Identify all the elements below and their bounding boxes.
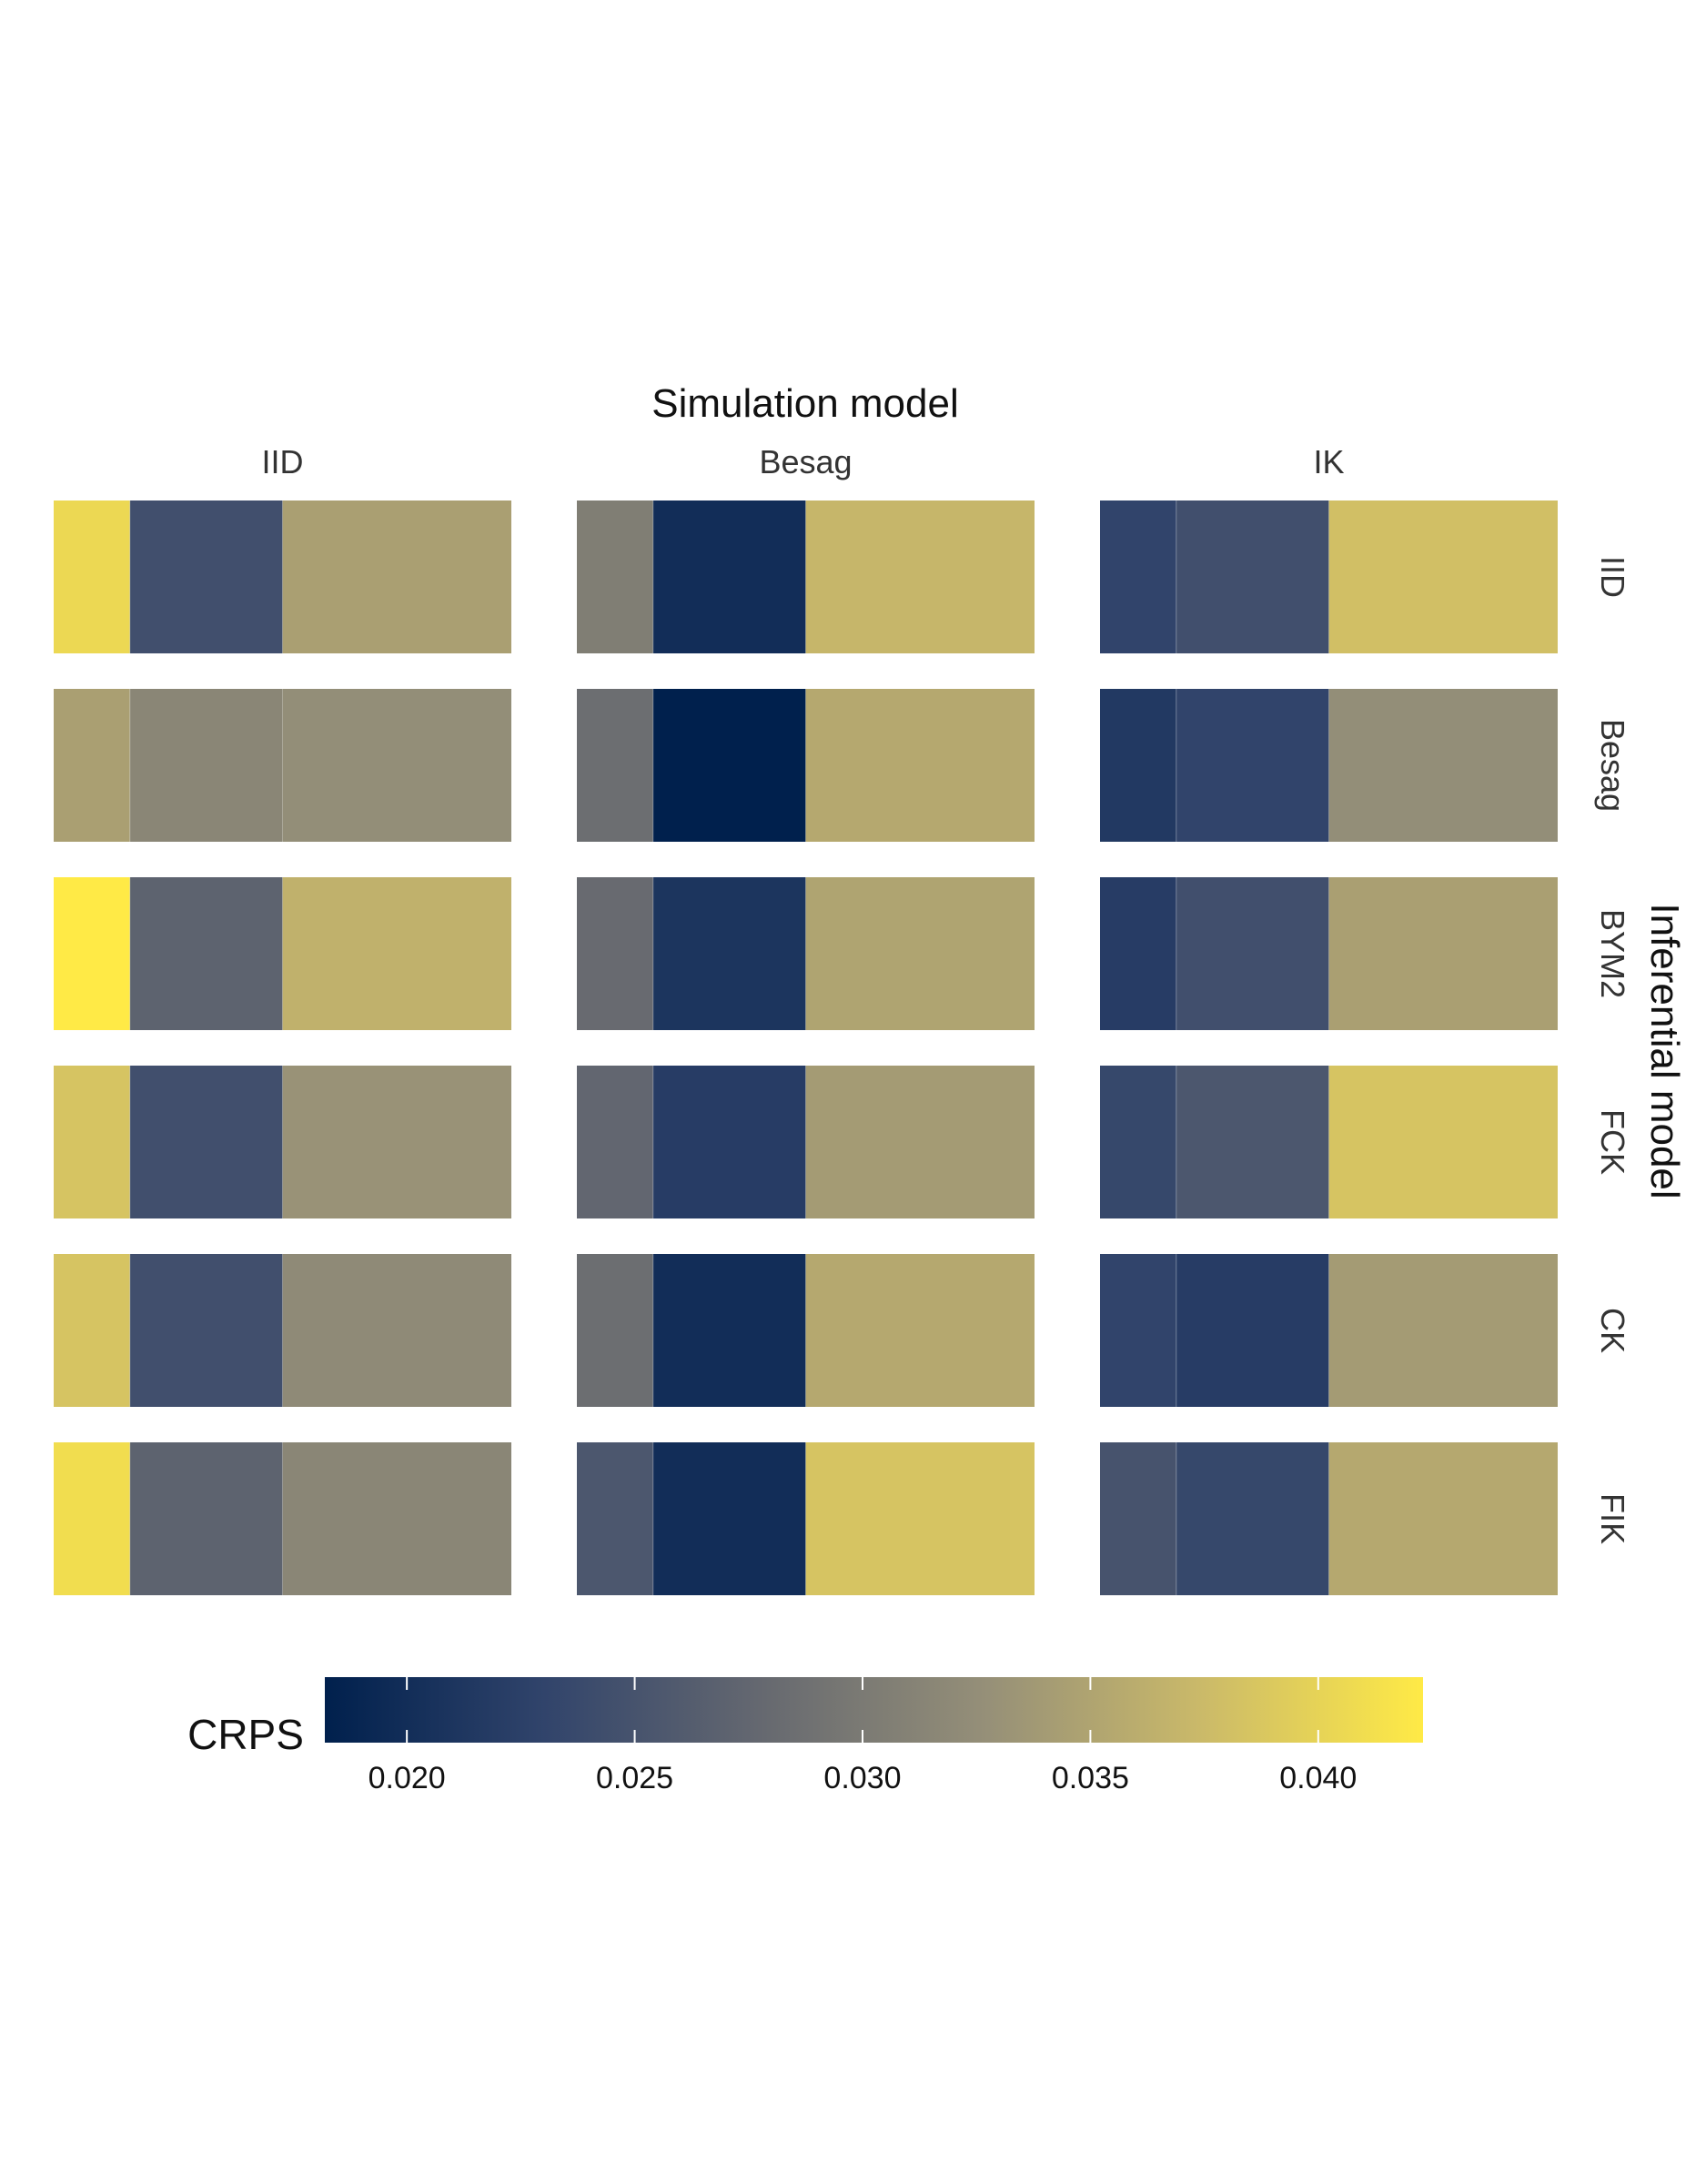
row-label-bym2: BYM2 [1594,909,1631,998]
colorbar [325,1677,1423,1743]
heatmap-cell-fck-iid-3 [282,1066,511,1218]
heatmap-cell-bym2-iid-3 [282,877,511,1030]
heatmap-cell-fik-ik-2 [1176,1442,1329,1595]
heatmap-cell-iid-ik-2 [1176,500,1329,653]
colorbar-title: CRPS [187,1711,304,1758]
heatmap-cell-bym2-besag-2 [652,877,806,1030]
colorbar-tick-label: 0.025 [596,1761,673,1795]
heatmap-cell-besag-iid-1 [54,689,130,842]
heatmap-cell-bym2-iid-2 [129,877,283,1030]
heatmap-cell-bym2-ik-2 [1176,877,1329,1030]
column-label-ik: IK [1313,443,1344,480]
heatmap-cell-iid-ik-3 [1328,500,1558,653]
row-label-iid: IID [1594,556,1631,598]
heatmap-cell-bym2-ik-3 [1328,877,1558,1030]
heatmap-cell-iid-iid-2 [129,500,283,653]
column-label-iid: IID [261,443,303,480]
heatmap-cell-fck-besag-3 [805,1066,1035,1218]
heatmap-cell-fck-besag-2 [652,1066,806,1218]
heatmap-cell-ck-iid-1 [54,1254,130,1407]
heatmap-cell-bym2-besag-3 [805,877,1035,1030]
colorbar-tick-label: 0.030 [823,1761,901,1795]
heatmap-cell-ck-iid-2 [129,1254,283,1407]
heatmap-cell-besag-besag-2 [652,689,806,842]
colorbar-tick-label: 0.020 [368,1761,446,1795]
heatmap-cell-ck-ik-1 [1100,1254,1176,1407]
row-label-ck: CK [1594,1308,1631,1353]
row-strip-labels: IID Besag BYM2 FCK CK FIK [1594,556,1631,1544]
heatmap-cell-ck-ik-3 [1328,1254,1558,1407]
heatmap-cell-ck-besag-2 [652,1254,806,1407]
column-label-besag: Besag [759,443,852,480]
heatmap-cell-fck-ik-3 [1328,1066,1558,1218]
row-label-fck: FCK [1594,1109,1631,1175]
heatmap-cell-fik-besag-1 [577,1442,653,1595]
heatmap-cell-besag-besag-3 [805,689,1035,842]
heatmap-cell-iid-ik-1 [1100,500,1176,653]
heatmap-cell-fck-ik-2 [1176,1066,1329,1218]
heatmap-cell-besag-iid-2 [129,689,283,842]
heatmap-cell-besag-ik-2 [1176,689,1329,842]
heatmap-cell-iid-iid-3 [282,500,511,653]
row-label-besag: Besag [1594,719,1631,812]
heatmap-cell-iid-besag-3 [805,500,1035,653]
heatmap-cell-fck-ik-1 [1100,1066,1176,1218]
column-strip-labels: IID Besag IK [261,443,1344,480]
heatmap-cell-ck-iid-3 [282,1254,511,1407]
facet-row-title: Inferential model [1642,903,1687,1198]
heatmap-cells [54,500,1558,1595]
heatmap-cell-iid-iid-1 [54,500,130,653]
heatmap-cell-fik-iid-3 [282,1442,511,1595]
heatmap-cell-fck-besag-1 [577,1066,653,1218]
heatmap-cell-fik-iid-1 [54,1442,130,1595]
heatmap-cell-ck-besag-1 [577,1254,653,1407]
facet-col-title: Simulation model [651,381,959,426]
heatmap-cell-besag-besag-1 [577,689,653,842]
heatmap-cell-bym2-iid-1 [54,877,130,1030]
heatmap-cell-bym2-besag-1 [577,877,653,1030]
heatmap-cell-fik-ik-1 [1100,1442,1176,1595]
colorbar-legend: CRPS 0.020 0.025 0.030 0.035 0.040 [187,1677,1423,1795]
heatmap-cell-ck-ik-2 [1176,1254,1329,1407]
heatmap-cell-fck-iid-2 [129,1066,283,1218]
heatmap-cell-besag-iid-3 [282,689,511,842]
heatmap-cell-bym2-ik-1 [1100,877,1176,1030]
heatmap-cell-fck-iid-1 [54,1066,130,1218]
heatmap-cell-ck-besag-3 [805,1254,1035,1407]
heatmap-cell-fik-ik-3 [1328,1442,1558,1595]
heatmap-cell-fik-besag-2 [652,1442,806,1595]
heatmap-cell-iid-besag-2 [652,500,806,653]
colorbar-tick-label: 0.035 [1052,1761,1129,1795]
heatmap-cell-iid-besag-1 [577,500,653,653]
colorbar-tick-label: 0.040 [1279,1761,1357,1795]
heatmap-cell-fik-besag-3 [805,1442,1035,1595]
heatmap-cell-besag-ik-1 [1100,689,1176,842]
heatmap-cell-fik-iid-2 [129,1442,283,1595]
colorbar-ticks: 0.020 0.025 0.030 0.035 0.040 [368,1677,1357,1795]
row-label-fik: FIK [1594,1493,1631,1544]
heatmap-cell-besag-ik-3 [1328,689,1558,842]
